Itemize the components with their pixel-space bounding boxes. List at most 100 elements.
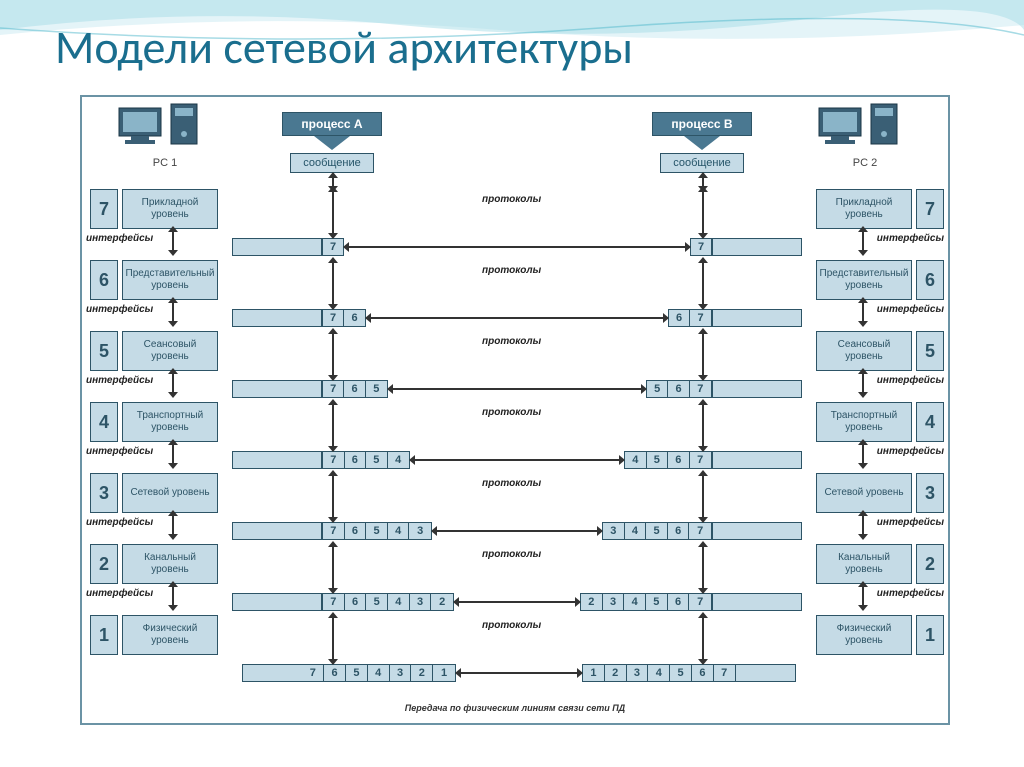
layer-name-right: Сеансовый уровень (816, 331, 912, 371)
message-b-box: сообщение (660, 153, 744, 173)
interface-arrow (862, 515, 864, 535)
layer-strip-arrow (702, 475, 704, 518)
layer-strip-arrow (332, 262, 334, 305)
data-strip-left: 7654 (322, 451, 410, 469)
interface-label-right: интерфейсы (877, 304, 944, 315)
process-b-box: процесс В (652, 112, 752, 136)
layer-strip-arrow (702, 191, 704, 234)
data-strip-left: 76543 (322, 522, 432, 540)
data-blank-right (712, 238, 802, 256)
data-blank-right (712, 309, 802, 327)
protocol-label: протоколы (482, 478, 541, 489)
protocol-arrow (458, 601, 576, 603)
data-strip-right: 234567 (580, 593, 712, 611)
data-blank-right (712, 451, 802, 469)
interface-label-left: интерфейсы (86, 233, 153, 244)
layer-num-right: 1 (916, 615, 944, 655)
interface-arrow (862, 444, 864, 464)
protocol-arrow (436, 530, 598, 532)
data-strip-right: 34567 (602, 522, 712, 540)
layer-strip-arrow (702, 262, 704, 305)
data-blank-right (712, 593, 802, 611)
pc1-label: PC 1 (117, 157, 213, 169)
layer-name-right: Прикладной уровень (816, 189, 912, 229)
layer-num-left: 4 (90, 402, 118, 442)
protocol-arrow (414, 459, 620, 461)
protocol-arrow (370, 317, 664, 319)
interface-arrow (862, 302, 864, 322)
data-strip-right: 567 (646, 380, 712, 398)
layer-strip-arrow (702, 546, 704, 589)
protocol-arrow (392, 388, 642, 390)
data-blank-left (232, 451, 322, 469)
layer-name-right: Канальный уровень (816, 544, 912, 584)
data-strip-left: 765432 (322, 593, 454, 611)
phys-strip-left: 7654321 (242, 664, 456, 682)
interface-label-left: интерфейсы (86, 517, 153, 528)
page-title: Модели сетевой архитектуры (55, 20, 633, 76)
layer-name-right: Физический уровень (816, 615, 912, 655)
layer-name-left: Физический уровень (122, 615, 218, 655)
interface-label-right: интерфейсы (877, 588, 944, 599)
layer-strip-arrow (332, 546, 334, 589)
interface-label-right: интерфейсы (877, 446, 944, 457)
layer-name-left: Представительный уровень (122, 260, 218, 300)
data-blank-left (232, 238, 322, 256)
layer-num-left: 3 (90, 473, 118, 513)
layer-name-right: Транспортный уровень (816, 402, 912, 442)
interface-arrow (862, 373, 864, 393)
protocol-arrow (348, 246, 686, 248)
layer-num-right: 2 (916, 544, 944, 584)
interface-label-left: интерфейсы (86, 446, 153, 457)
data-blank-right (712, 522, 802, 540)
layer-name-left: Транспортный уровень (122, 402, 218, 442)
interface-arrow (172, 444, 174, 464)
layer-strip-arrow (702, 333, 704, 376)
layer-num-right: 5 (916, 331, 944, 371)
data-strip-right: 67 (668, 309, 712, 327)
layer-strip-arrow (332, 617, 334, 660)
layer-num-right: 6 (916, 260, 944, 300)
data-blank-left (232, 522, 322, 540)
layer-name-left: Прикладной уровень (122, 189, 218, 229)
interface-label-left: интерфейсы (86, 375, 153, 386)
interface-arrow (862, 231, 864, 251)
layer-name-left: Сеансовый уровень (122, 331, 218, 371)
computer-icon (117, 102, 213, 150)
protocol-label: протоколы (482, 549, 541, 560)
layer-num-left: 7 (90, 189, 118, 229)
interface-label-left: интерфейсы (86, 588, 153, 599)
layer-name-right: Представительный уровень (816, 260, 912, 300)
protocol-label: протоколы (482, 336, 541, 347)
data-strip-left: 765 (322, 380, 388, 398)
interface-arrow (172, 515, 174, 535)
process-a-box: процесс А (282, 112, 382, 136)
layer-num-left: 2 (90, 544, 118, 584)
interface-label-left: интерфейсы (86, 304, 153, 315)
data-blank-left (232, 593, 322, 611)
data-blank-left (232, 380, 322, 398)
interface-label-right: интерфейсы (877, 375, 944, 386)
layer-num-left: 5 (90, 331, 118, 371)
bottom-caption: Передача по физическим линиям связи сети… (82, 703, 948, 713)
pc2-group: PC 2 (817, 102, 913, 169)
interface-arrow (172, 373, 174, 393)
layer-num-right: 4 (916, 402, 944, 442)
layer-strip-arrow (332, 475, 334, 518)
interface-label-right: интерфейсы (877, 233, 944, 244)
layer-name-left: Канальный уровень (122, 544, 218, 584)
message-a-box: сообщение (290, 153, 374, 173)
interface-arrow (172, 231, 174, 251)
phys-strip-right: 1234567 (582, 664, 796, 682)
layer-num-right: 7 (916, 189, 944, 229)
protocol-label: протоколы (482, 265, 541, 276)
data-strip-left: 7 (322, 238, 344, 256)
layer-num-left: 1 (90, 615, 118, 655)
data-strip-left: 76 (322, 309, 366, 327)
layer-num-right: 3 (916, 473, 944, 513)
layer-strip-arrow (702, 404, 704, 447)
layer-strip-arrow (332, 333, 334, 376)
computer-icon (817, 102, 913, 150)
layer-strip-arrow (702, 617, 704, 660)
interface-arrow (862, 586, 864, 606)
